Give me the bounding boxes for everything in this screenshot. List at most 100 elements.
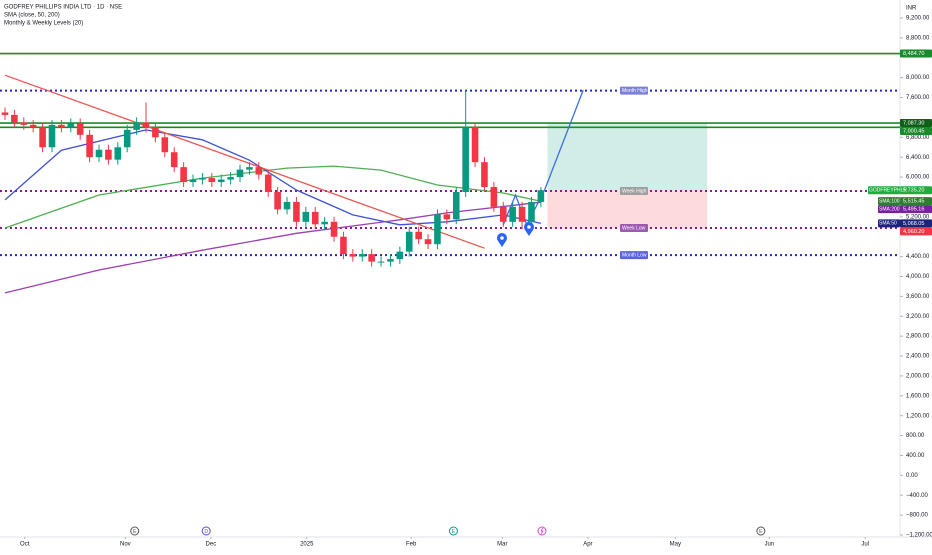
candle-body	[490, 187, 498, 207]
y-tick-label: 2,000.00	[906, 374, 930, 380]
event-label: E	[759, 529, 763, 535]
candle-body	[142, 122, 150, 128]
candle-body	[255, 167, 263, 175]
candle-body	[114, 147, 122, 160]
candle-body	[481, 162, 488, 188]
price-flag	[900, 197, 932, 206]
y-tick-label: 4,000.00	[906, 274, 930, 280]
candle-body	[293, 201, 300, 222]
price-flag-name-bg	[868, 186, 900, 195]
candle-body	[274, 191, 281, 210]
y-tick-label: 6,400.00	[906, 155, 930, 161]
candle-body	[105, 149, 112, 160]
x-tick-label: May	[670, 542, 681, 548]
price-flag-label: 5,515.45	[903, 199, 924, 205]
x-tick-label: Dec	[206, 542, 217, 548]
y-tick-label: 6,800.00	[906, 135, 930, 141]
line	[4, 74, 485, 249]
event-label: E	[133, 529, 137, 535]
price-flag-name-bg	[878, 197, 900, 206]
candle-body	[264, 174, 272, 192]
event-icon	[537, 526, 547, 536]
candle-body	[518, 206, 526, 222]
candle-body	[537, 190, 545, 202]
candle-body	[20, 122, 28, 125]
candle-body	[227, 177, 234, 180]
candle-body	[302, 211, 310, 222]
y-tick-label: 800.00	[906, 433, 925, 439]
candle-body	[48, 124, 56, 148]
level-label-bg	[620, 251, 648, 260]
candle-body	[405, 231, 413, 252]
price-flag-label: 5,068.05	[903, 221, 924, 227]
candle-body	[377, 261, 385, 263]
line	[4, 165, 542, 229]
indicator-legend: Monthly & Weekly Levels (20)	[4, 21, 83, 27]
x-tick-label: Apr	[583, 542, 592, 548]
chart-title: GODFREY PHILLIPS INDIA LTD · 1D · NSE	[4, 5, 122, 11]
price-flag	[900, 49, 932, 58]
pin	[524, 222, 534, 236]
price-flag	[900, 186, 932, 195]
candle-body	[29, 124, 37, 128]
candle-body	[509, 206, 516, 222]
candle-body	[170, 152, 178, 168]
indicator-legend: SMA (close, 50, 200)	[4, 13, 60, 19]
y-tick-label: 400.00	[906, 453, 925, 459]
candle-body	[358, 254, 366, 257]
candle-body	[443, 214, 451, 220]
candle-body	[95, 149, 103, 158]
x-tick-label: Feb	[406, 542, 417, 548]
y-tick-label: 3,200.00	[906, 314, 930, 320]
y-tick-label: −400.00	[906, 493, 929, 499]
y-tick-label: 4,400.00	[906, 254, 930, 260]
level-label-bg	[620, 224, 648, 233]
level-label: Month High	[622, 88, 648, 94]
candle-body	[11, 114, 18, 123]
x-tick-label: Jul	[861, 542, 869, 548]
y-tick-label: 3,600.00	[906, 294, 930, 300]
loss-zone	[547, 190, 708, 229]
x-tick-label: 2025	[300, 542, 314, 548]
y-tick-label: 8,800.00	[906, 35, 930, 41]
candle-body	[311, 211, 319, 225]
price-flag-name: SMA:50	[879, 221, 897, 227]
price-flag-label: 7,087.30	[903, 120, 924, 126]
y-tick-label: 1,200.00	[906, 413, 930, 419]
candle-body	[330, 221, 338, 237]
event-icon	[448, 526, 458, 536]
candle-body	[152, 127, 159, 138]
candle-body	[434, 214, 441, 245]
candle-body	[208, 178, 216, 183]
y-tick-label: −800.00	[906, 513, 929, 519]
candle-body	[67, 123, 75, 128]
y-tick-label: 2,400.00	[906, 354, 930, 360]
candle-body	[236, 169, 244, 178]
price-flag	[900, 119, 932, 128]
event-label: D	[204, 529, 208, 535]
y-tick-label: 0.00	[906, 473, 918, 479]
price-flag-label: 7,000.45	[903, 128, 924, 134]
candle-body	[452, 191, 460, 220]
price-flag	[900, 219, 932, 228]
event-icon	[201, 526, 211, 536]
event-label: E	[452, 529, 456, 535]
candle-body	[180, 167, 187, 183]
price-flag	[900, 127, 932, 136]
currency: INR	[906, 6, 917, 12]
level-label-bg	[620, 86, 648, 95]
level-label: Week Low	[622, 225, 646, 231]
candle-body	[161, 137, 169, 153]
y-tick-label: 1,600.00	[906, 393, 930, 399]
price-flag	[900, 205, 932, 214]
price-flag-label: 5,495.16	[903, 207, 924, 213]
y-tick-label: 9,200.00	[906, 16, 930, 22]
x-tick-label: Nov	[120, 542, 131, 548]
candle-body	[471, 127, 479, 163]
x-tick-label: Mar	[497, 542, 507, 548]
price-flag-name: GODFREYPHLP	[869, 188, 907, 194]
y-tick-label: 7,600.00	[906, 95, 930, 101]
y-tick-label: 6,000.00	[906, 175, 930, 181]
candle-body	[86, 134, 93, 158]
profit-zone	[547, 123, 708, 191]
